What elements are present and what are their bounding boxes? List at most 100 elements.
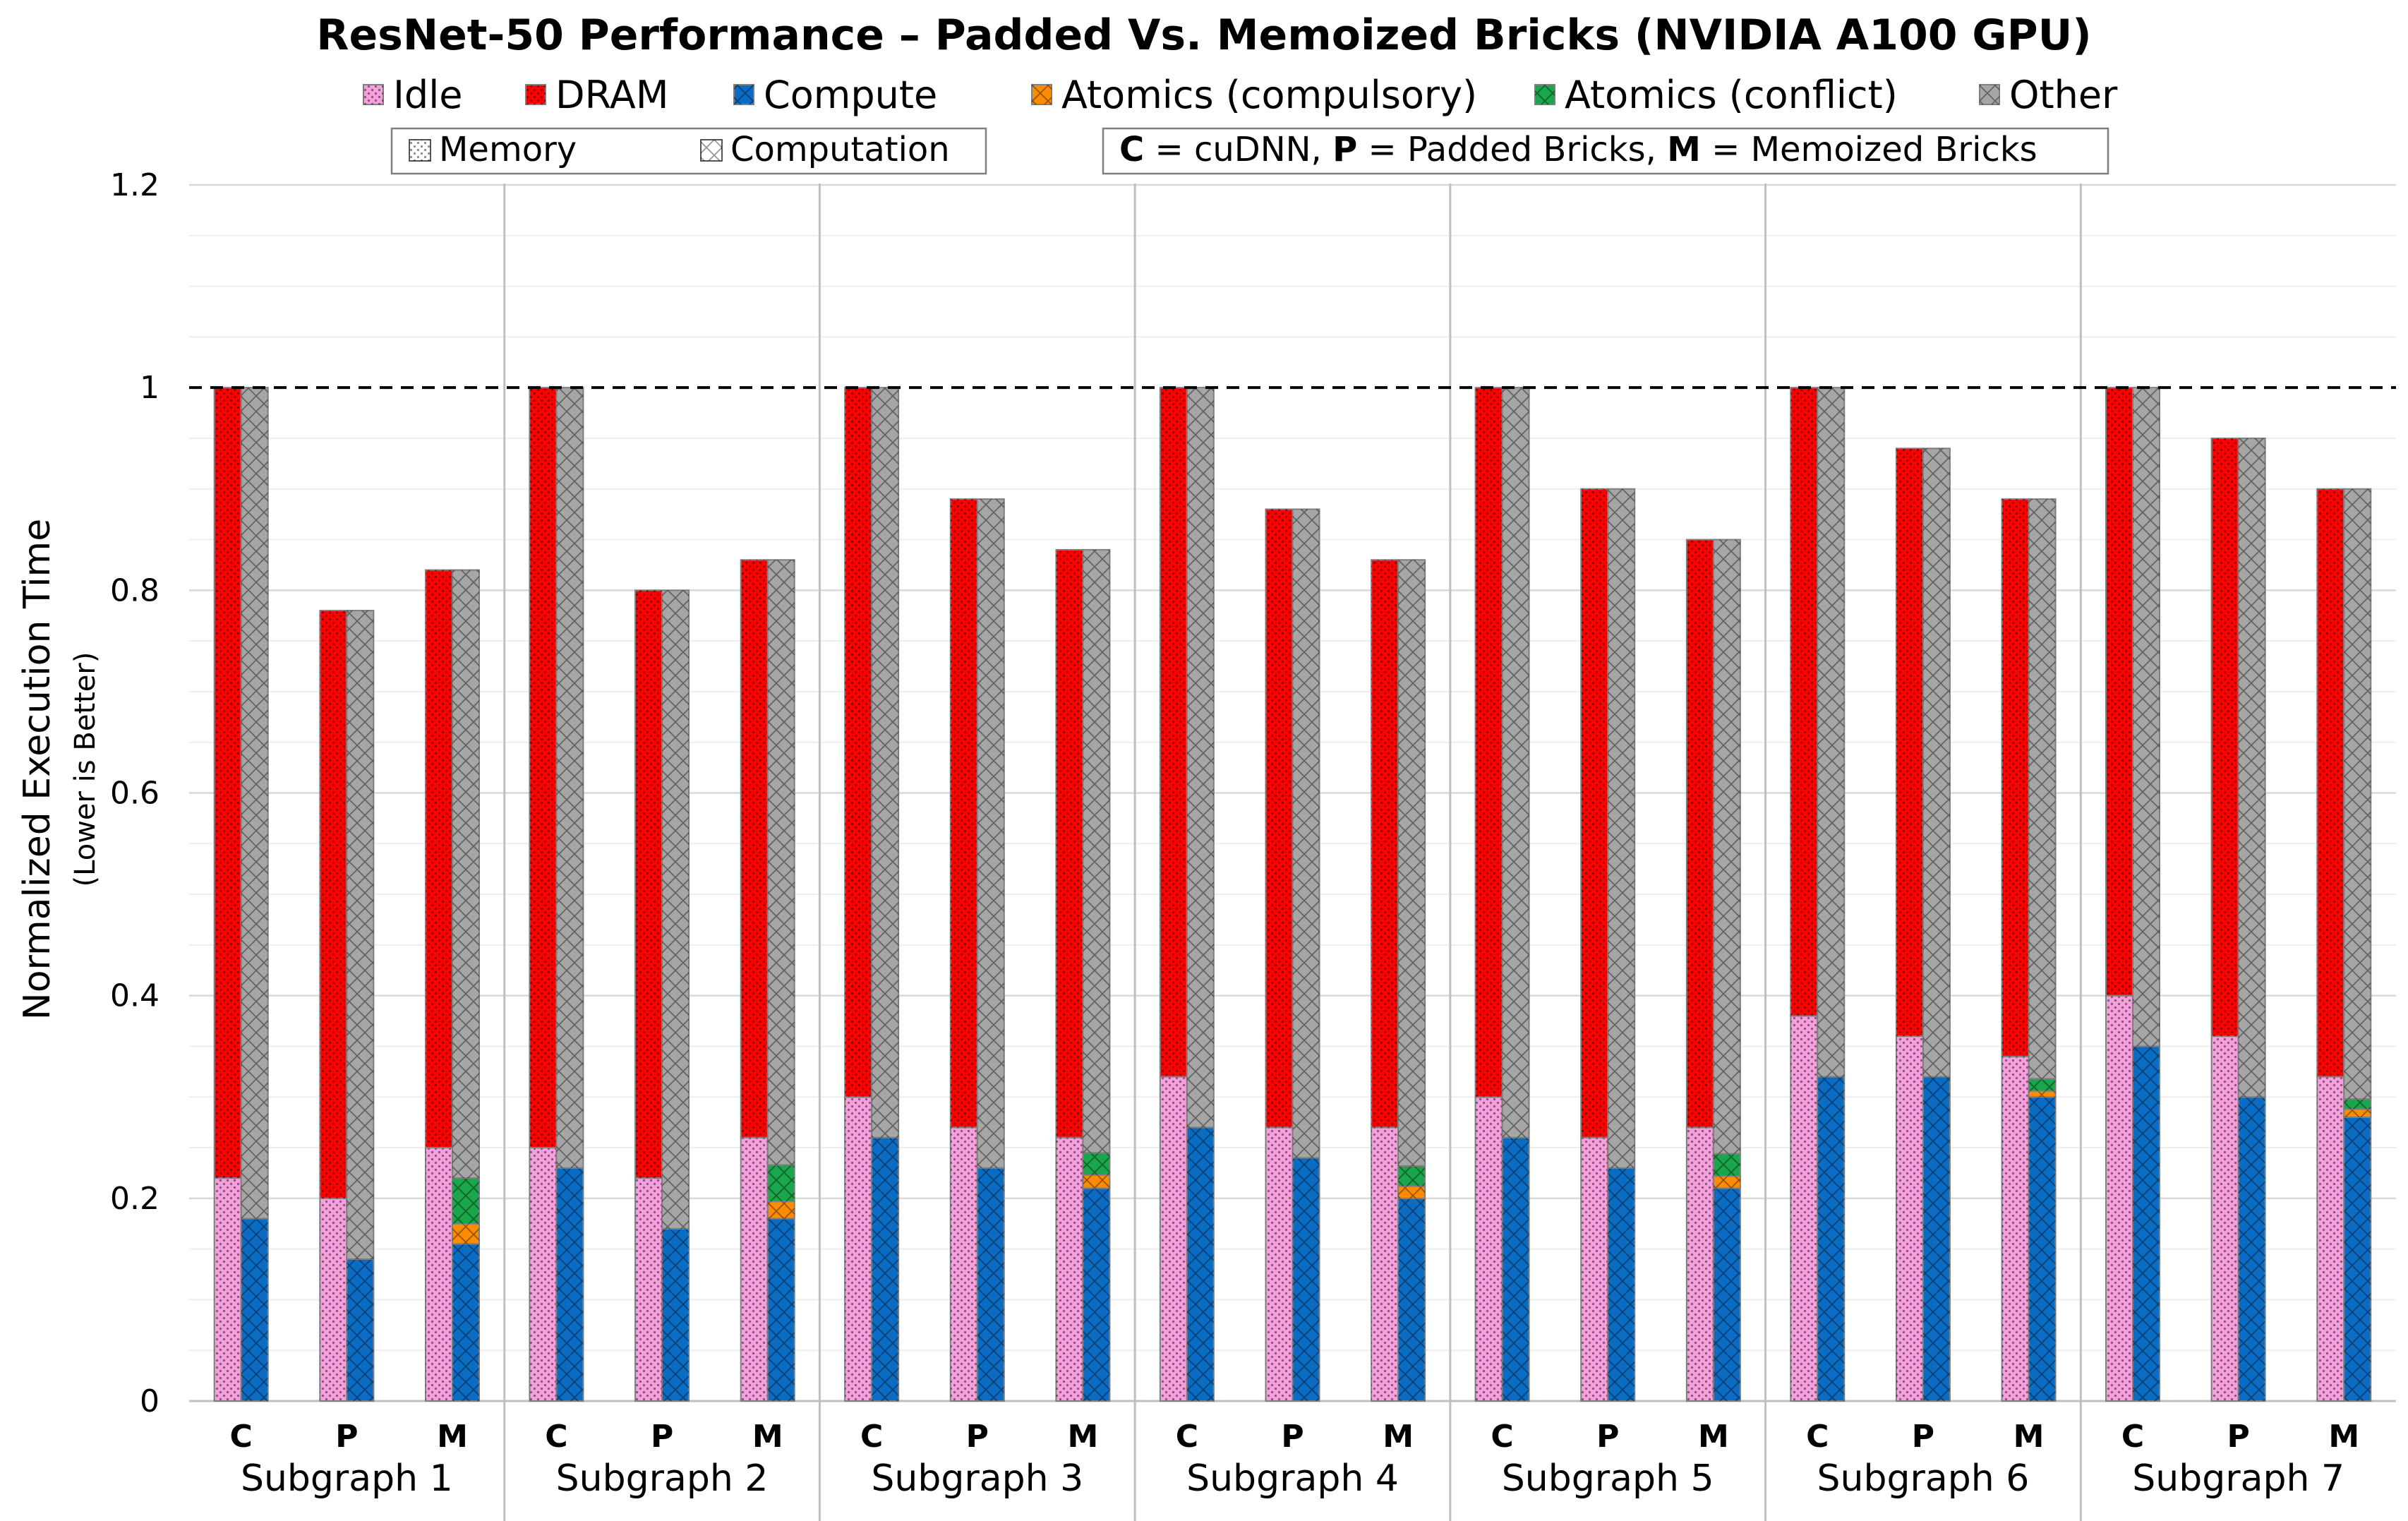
legend-item: Other [1979,73,2118,117]
x-tick-label: M [1383,1419,1414,1455]
bar-segment-other [1501,387,1530,1138]
bar-segment-compute [555,1167,584,1402]
key-legend-text: C = cuDNN, P = Padded Bricks, M = Memoiz… [1119,130,2037,169]
x-tick-label: P [2227,1419,2250,1455]
bar-segment-idle [2001,1055,2030,1402]
bar-segment-idle [949,1126,978,1402]
bar-segment-idle [2105,994,2133,1402]
x-tick-label: C [1176,1419,1198,1455]
bar-segment-dram [1790,387,1819,1017]
bar-segment-compute [766,1218,795,1402]
group-label: Subgraph 2 [556,1457,769,1500]
x-tick-label: P [1912,1419,1934,1455]
bar-segment-dram [319,610,348,1199]
bar-segment-dram [1265,508,1294,1129]
legend-item: DRAM [525,73,668,117]
bar-segment-other [1082,548,1111,1154]
x-tick-label: M [2328,1419,2359,1455]
bar-segment-idle [1371,1126,1399,1402]
bar-segment-atomics-compulsory [1712,1175,1741,1189]
bar-segment-other [661,589,690,1230]
x-tick-label: C [1491,1419,1513,1455]
bar-segment-idle [1265,1126,1294,1402]
bar-segment-compute [1817,1076,1846,1402]
y-tick-label: 0.4 [110,978,159,1014]
x-tick-label: C [545,1419,567,1455]
legend-label: DRAM [555,73,668,117]
bar-segment-dram [1474,387,1503,1098]
bar-segment-atomics-conflict [766,1164,795,1203]
bar-segment-compute [661,1227,690,1402]
pattern-legend-label: Memory [439,130,577,169]
bar-segment-compute [1292,1157,1320,1402]
bar-segment-other [1397,559,1426,1167]
bar-segment-atomics-conflict [452,1177,481,1225]
bar-segment-other [555,387,584,1169]
bar-segment-dram [2316,488,2345,1078]
bar-segment-compute [1186,1126,1215,1402]
legend: Idle DRAM Compute Atomics (compulsory) Atomi… [363,73,2118,117]
bar-segment-compute [1607,1167,1636,1402]
bar-segment-dram [1371,559,1399,1129]
bar-segment-idle [319,1197,348,1402]
pattern-legend-label: Computation [730,130,950,169]
bar-segment-other [1817,387,1846,1078]
bar-segment-idle [2210,1035,2239,1402]
bar-segment-dram [740,559,769,1138]
bar-segment-atomics-conflict [2028,1078,2057,1092]
bar-segment-compute [240,1218,269,1402]
legend-label: Other [2009,73,2118,117]
group-label: Subgraph 7 [2132,1457,2344,1500]
bar-segment-idle [529,1147,558,1402]
x-tick-label: M [437,1419,468,1455]
x-tick-label: P [1596,1419,1619,1455]
bar-segment-other [452,569,481,1179]
bar-segment-dram [844,387,873,1098]
pattern-legend-item: Memory [409,130,577,169]
bar-segment-atomics-compulsory [2028,1090,2057,1098]
bar-segment-dram [2210,437,2239,1038]
y-tick-label: 1 [140,370,159,406]
bar-segment-dram [2105,387,2133,997]
bar-segment-atomics-conflict [1082,1152,1111,1176]
bar-segment-other [2237,437,2266,1098]
x-tick-label: M [1068,1419,1099,1455]
bar-segment-atomics-compulsory [766,1201,795,1220]
bar-segment-atomics-compulsory [452,1222,481,1245]
bar-segment-other [1186,387,1215,1129]
bar-segment-compute [346,1258,375,1402]
bar-segment-other [1292,508,1320,1159]
x-tick-label: M [2013,1419,2045,1455]
bar-segment-other [2028,498,2057,1080]
bar-segment-compute [1501,1136,1530,1402]
legend-label: Idle [393,73,462,117]
legend-item: Idle [363,73,462,117]
bar-segment-other [346,610,375,1260]
y-tick-label: 0.2 [110,1181,159,1217]
legend-boxes: Memory Computation C = cuDNN, P = Padded B… [390,127,2109,175]
group-label: Subgraph 6 [1817,1457,2030,1500]
bar-segment-compute [1712,1187,1741,1402]
bar-segment-other [1922,447,1951,1078]
bar-segment-compute [2131,1045,2160,1402]
bar-segment-atomics-compulsory [1397,1185,1426,1199]
bar-segment-dram [1685,539,1714,1129]
bar-segment-compute [1397,1197,1426,1402]
y-tick-label: 0.6 [110,776,159,812]
group-label: Subgraph 4 [1186,1457,1399,1500]
x-tick-label: P [966,1419,989,1455]
y-tick-label: 0.8 [110,572,159,608]
x-tick-label: C [230,1419,253,1455]
bar-segment-idle [425,1147,454,1402]
bar-segment-compute [452,1243,481,1402]
bar-segment-compute [2343,1116,2372,1402]
bar-segment-idle [1685,1126,1714,1402]
legend-label: Compute [764,73,937,117]
group-label: Subgraph 3 [871,1457,1083,1500]
bar-segment-atomics-conflict [1397,1165,1426,1187]
bar-segment-dram [1055,548,1084,1138]
group-label: Subgraph 1 [241,1457,453,1500]
bar-segment-idle [1159,1076,1188,1402]
